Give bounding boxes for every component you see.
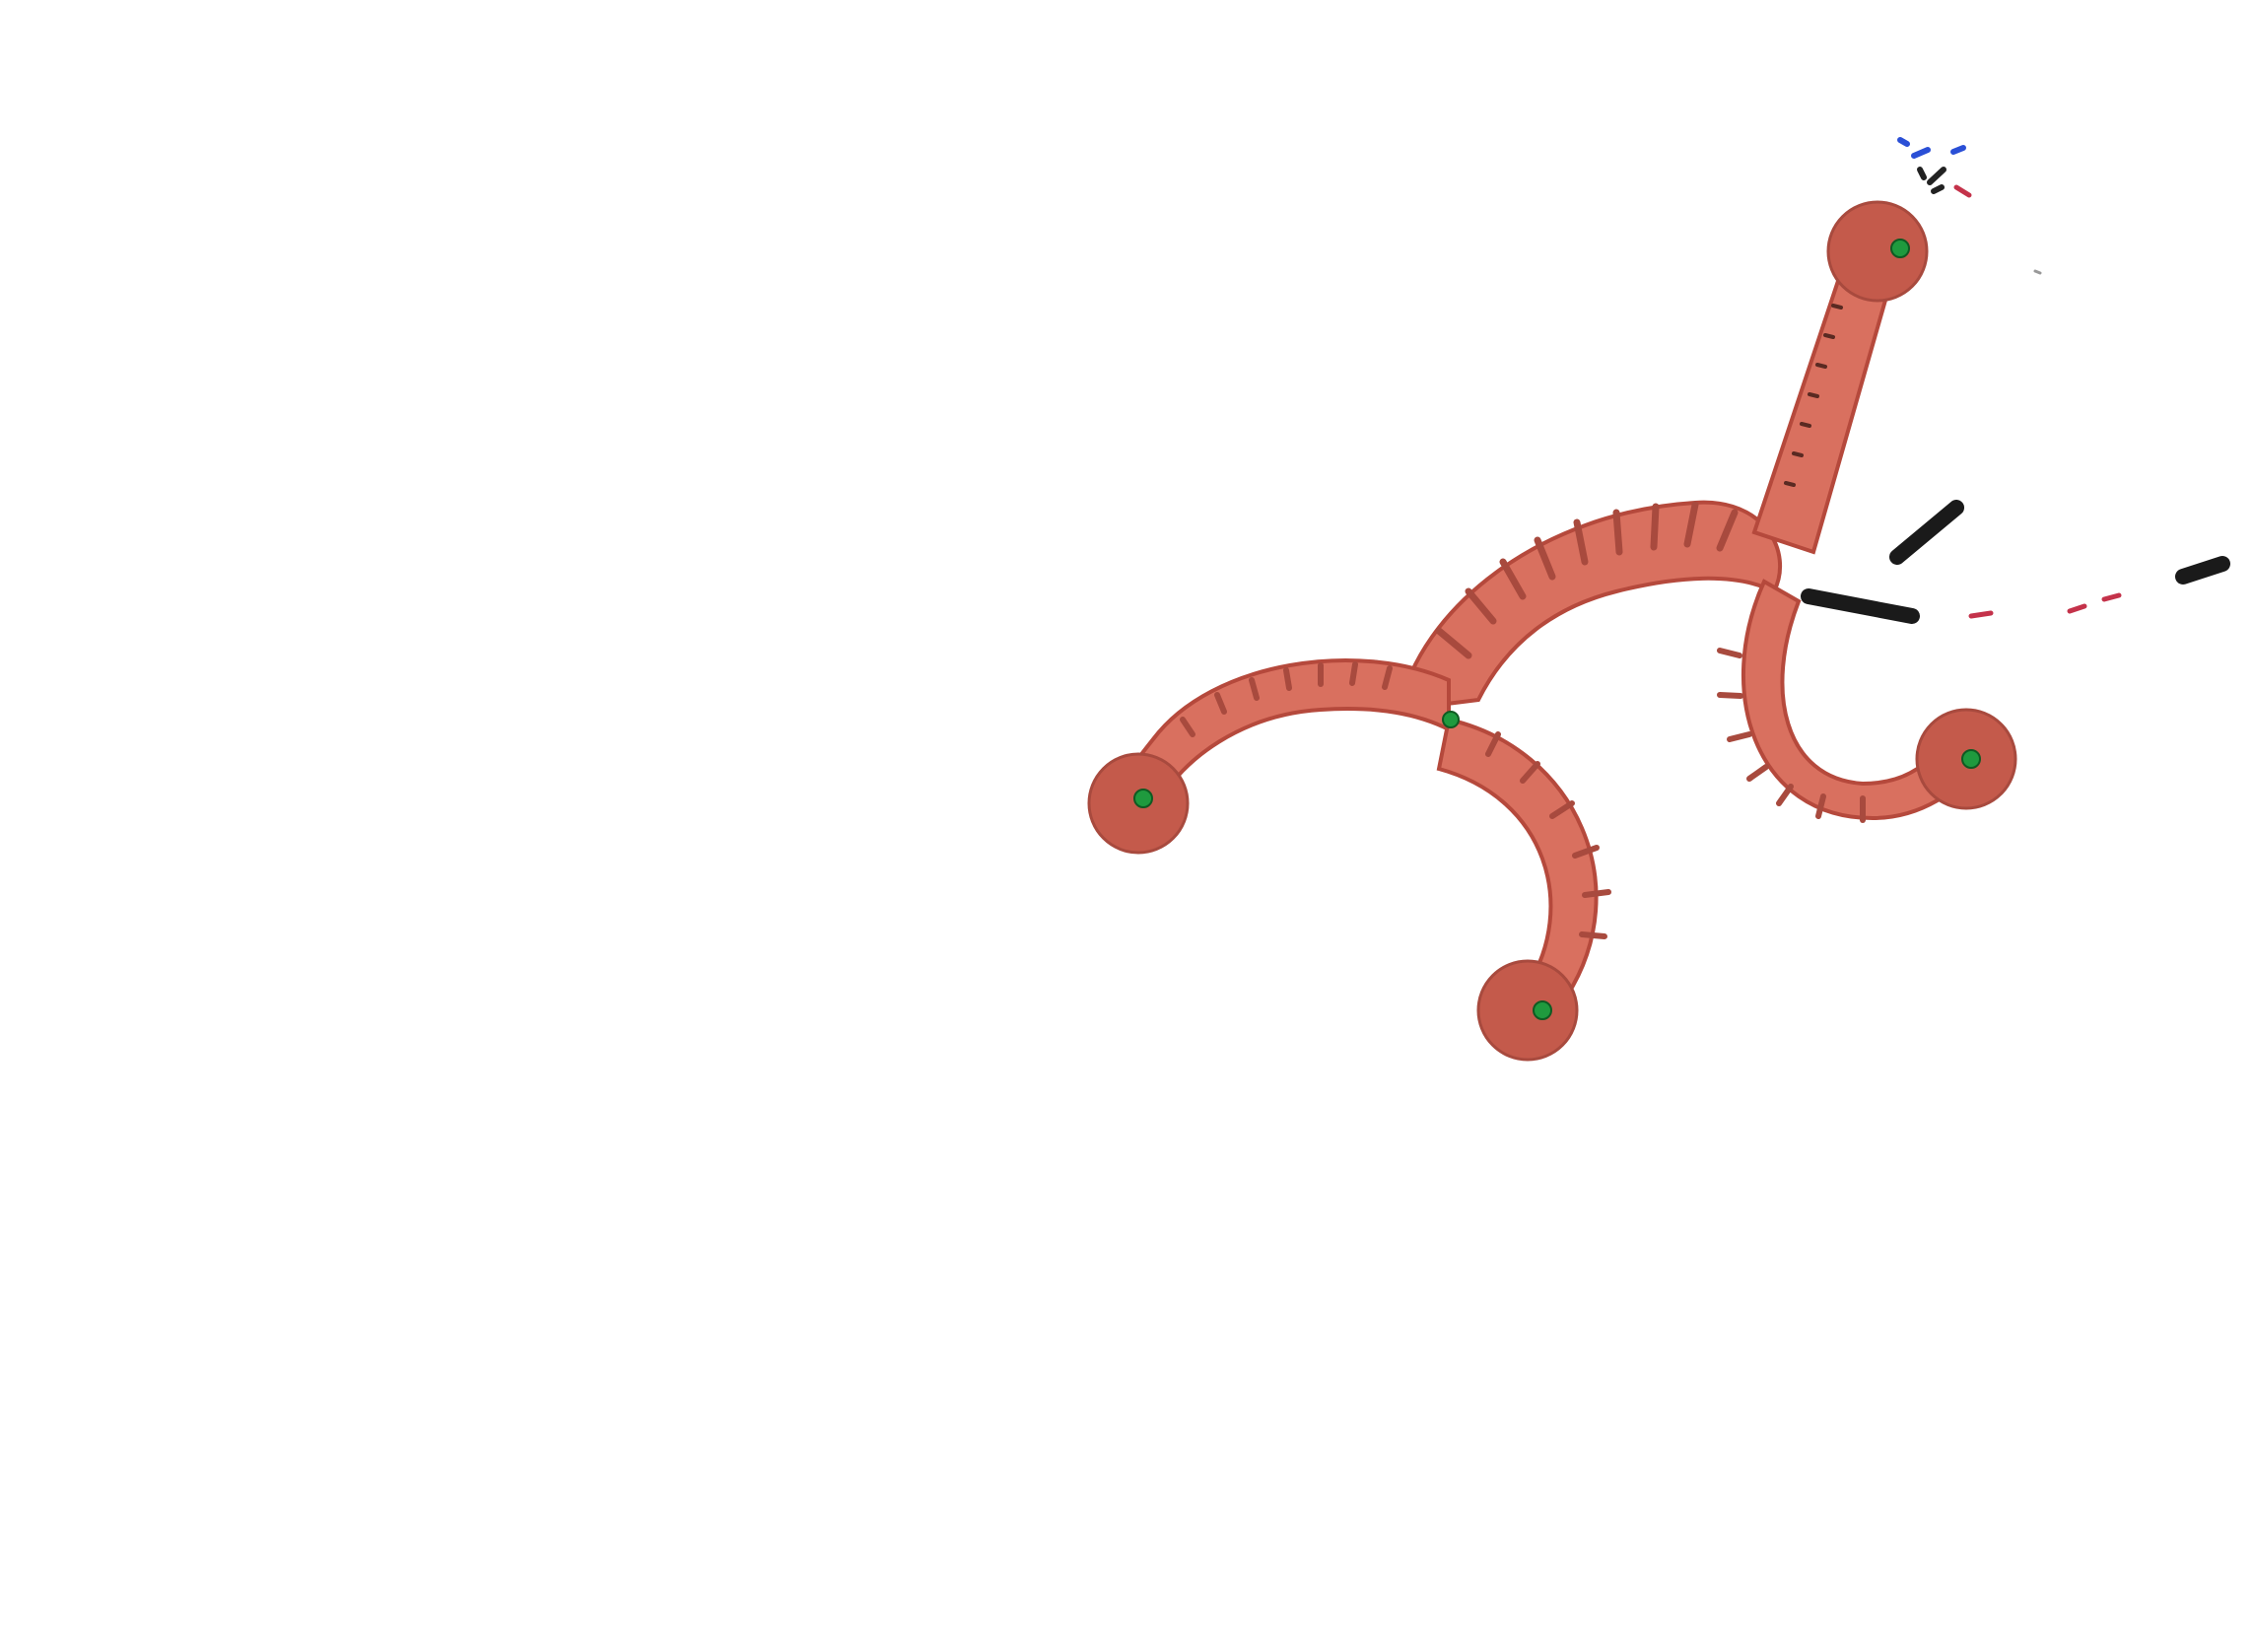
tether-1	[1889, 500, 1964, 565]
leg-left-ribs	[1180, 661, 1393, 737]
robot-leg-bottom	[1436, 717, 1599, 998]
marker-center	[1442, 711, 1460, 728]
leg-right-ribs	[1717, 648, 1866, 823]
robot-leg-top	[1751, 263, 1895, 555]
marker-bottom	[1533, 1000, 1552, 1020]
leg-bottom-ribs	[1485, 731, 1611, 939]
robot-spine	[1397, 500, 1783, 713]
tracking-markers	[1133, 239, 1981, 1020]
debris-specks	[1897, 137, 2122, 619]
tether-3	[2175, 556, 2230, 585]
tether-2	[1801, 588, 1920, 624]
spine-ribs	[1435, 501, 1739, 659]
leg-top-ribs	[1784, 304, 1843, 487]
marker-top	[1890, 239, 1910, 258]
tethers	[1801, 500, 2230, 624]
marker-left	[1133, 789, 1153, 808]
foot-pad-bottom	[1476, 959, 1579, 1062]
marker-right	[1961, 749, 1981, 769]
foot-pad-top	[1826, 200, 1929, 303]
